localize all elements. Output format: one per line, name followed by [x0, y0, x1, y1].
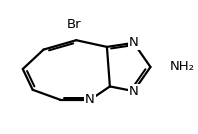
Text: NH₂: NH₂ — [169, 60, 194, 74]
Text: N: N — [129, 85, 139, 98]
Text: Br: Br — [67, 18, 82, 31]
Text: N: N — [129, 36, 139, 49]
Text: N: N — [85, 93, 95, 106]
